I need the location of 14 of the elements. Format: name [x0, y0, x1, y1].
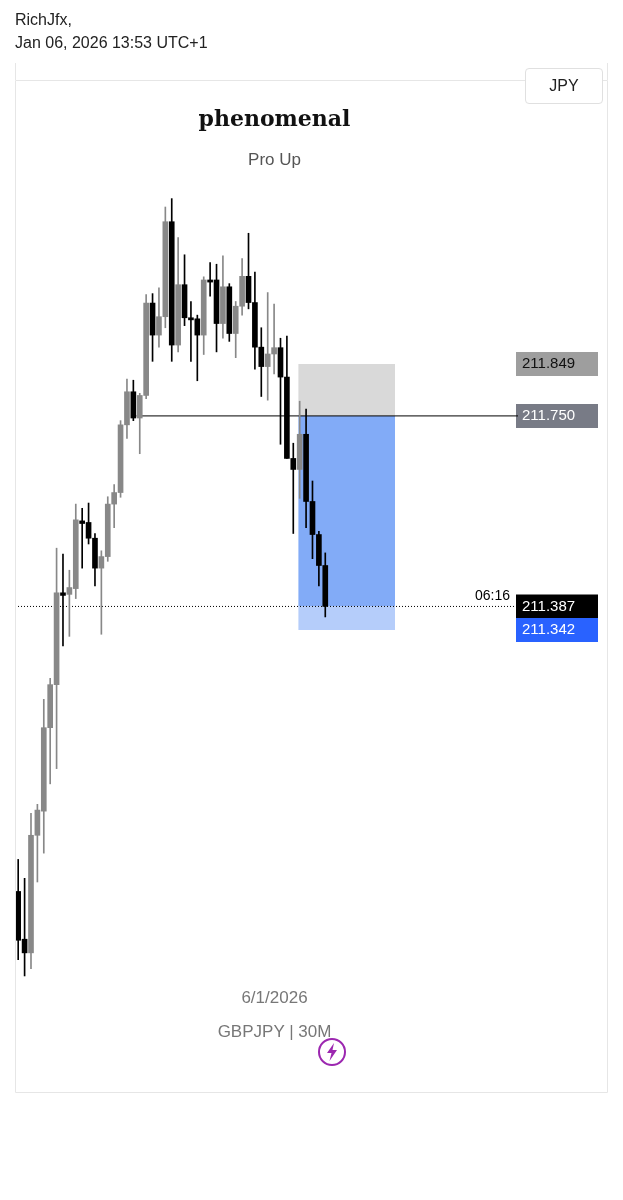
candlestick	[264, 292, 271, 401]
text: RichJfx,	[15, 10, 73, 30]
annotation: 6/1/2026	[241, 988, 308, 1007]
y-tick-label: 211.387	[522, 596, 576, 614]
text: JPY	[525, 68, 603, 104]
text: Jan 06, 2026 13:53 UTC+1	[15, 33, 209, 53]
y-tick-label: 211.849	[522, 354, 576, 372]
candlestick	[271, 303, 277, 375]
text: phenomenal	[198, 105, 351, 131]
y-tick-label: 211.750	[522, 406, 576, 424]
annotation: GBPJPY | 30M	[217, 1022, 332, 1041]
annotation: 06:16	[474, 587, 511, 604]
y-tick-label: 211.342	[522, 620, 576, 638]
text: Pro Up	[248, 150, 301, 169]
